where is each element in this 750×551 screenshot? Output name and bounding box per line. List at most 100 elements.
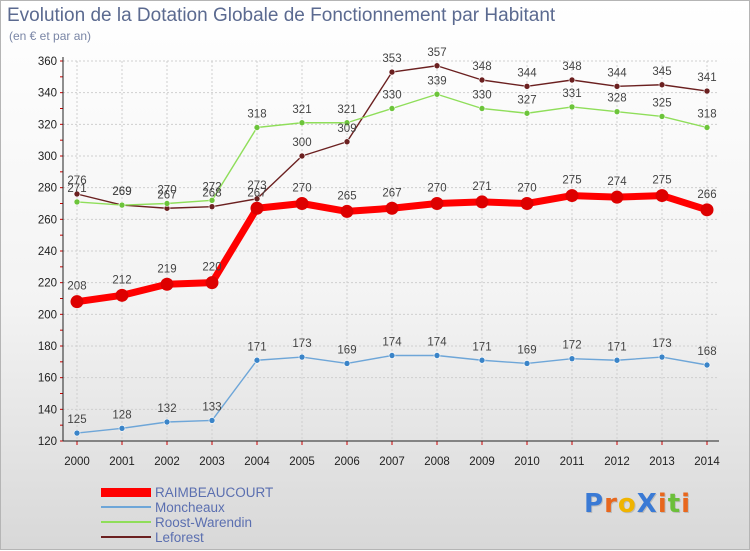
point-roost-warendin [163,200,171,207]
point-raimbeaucourt [475,195,489,209]
legend-item-raimbeaucourt: RAIMBEAUCOURT [101,485,361,500]
grid-lines [63,60,719,442]
legend-swatch [101,506,151,508]
data-label-roost-warendin: 331 [562,88,581,100]
legend-swatch [101,536,151,538]
data-label-leforest: 276 [67,175,86,187]
data-label-moncheaux: 171 [472,341,491,353]
data-label-roost-warendin: 328 [607,93,626,105]
y-tick-label: 340 [38,88,57,100]
x-tick-label: 2005 [289,456,315,468]
point-roost-warendin [523,109,531,117]
point-moncheaux [568,355,576,362]
chart-title: Evolution de la Dotation Globale de Fonc… [7,5,556,26]
point-raimbeaucourt [160,277,174,291]
chart-subtitle: (en € et par an) [9,29,92,43]
y-tick-label: 260 [38,214,57,226]
logo-letter: P [584,489,605,519]
data-label-moncheaux: 133 [202,401,221,413]
point-roost-warendin [343,119,351,127]
x-tick-label: 2011 [560,456,585,468]
data-label-roost-warendin: 330 [472,90,491,102]
data-label-raimbeaucourt: 267 [382,187,401,199]
data-label-raimbeaucourt: 208 [67,281,86,293]
point-roost-warendin [613,108,621,115]
axes: 120 140 160 180 200 220 240 260 280 300 320 340 360 2… [38,56,721,468]
point-leforest [658,81,666,89]
y-tick-label: 240 [38,246,57,258]
logo-letter: i [681,489,692,519]
logo-letter: X [636,489,658,519]
point-moncheaux [163,418,171,426]
y-tick-label: 200 [38,309,57,321]
legend-label: Leforest [155,530,204,545]
legend-item-moncheaux: Moncheaux [101,500,361,515]
point-moncheaux [388,352,396,359]
y-tick-label: 320 [38,119,57,131]
point-raimbeaucourt [295,197,309,210]
point-roost-warendin [478,105,486,112]
y-tick-label: 180 [38,341,57,353]
data-label-raimbeaucourt: 212 [112,274,131,286]
data-label-moncheaux: 125 [67,414,86,426]
point-moncheaux [703,361,711,369]
point-leforest [298,152,306,160]
point-leforest [343,138,351,146]
point-raimbeaucourt [340,204,354,218]
data-label-moncheaux: 172 [562,340,581,352]
data-label-roost-warendin: 327 [517,94,536,106]
point-raimbeaucourt [115,288,129,302]
data-label-moncheaux: 169 [517,344,536,356]
x-tick-label: 2001 [109,456,135,468]
legend-label: Roost-Warendin [155,515,253,530]
data-label-leforest: 353 [382,53,401,65]
point-roost-warendin [208,197,216,204]
data-label-leforest: 348 [562,61,581,73]
y-tick-label: 220 [38,278,57,290]
point-moncheaux [73,429,81,437]
data-label-leforest: 345 [652,66,671,78]
data-labels: 276 269 267 268 273 300 309 353 357 348 344 348 344 3… [67,47,716,426]
data-label-moncheaux: 168 [697,346,716,358]
x-tick-label: 2003 [199,456,225,468]
data-label-raimbeaucourt: 275 [562,175,581,187]
data-label-raimbeaucourt: 267 [247,187,266,199]
point-moncheaux [343,360,351,367]
point-leforest [703,87,711,95]
point-roost-warendin [433,90,441,98]
x-tick-label: 2008 [424,456,450,468]
point-roost-warendin [253,124,261,131]
data-label-leforest: 357 [427,47,446,59]
data-label-roost-warendin: 269 [112,186,131,198]
point-raimbeaucourt [655,189,669,203]
data-label-roost-warendin: 330 [382,90,401,102]
data-label-leforest: 273 [247,180,266,192]
point-roost-warendin [703,124,711,131]
point-moncheaux [658,353,666,361]
data-label-roost-warendin: 321 [292,104,311,116]
data-label-raimbeaucourt: 270 [427,183,446,195]
x-tick-label: 2002 [154,456,180,468]
y-tick-label: 140 [38,404,57,416]
data-label-moncheaux: 173 [652,338,671,350]
point-moncheaux [118,425,126,432]
point-leforest [478,76,486,84]
point-roost-warendin [73,198,81,206]
point-moncheaux [298,353,306,361]
y-tick-label: 280 [38,183,57,195]
data-label-leforest: 268 [202,188,221,200]
series-lines [70,62,714,437]
data-label-raimbeaucourt: 270 [517,183,536,195]
x-tick-label: 2006 [334,456,360,468]
x-tick-label: 2000 [64,456,90,468]
data-label-leforest: 267 [157,189,176,201]
data-label-raimbeaucourt: 275 [652,175,671,187]
point-raimbeaucourt [700,203,714,217]
point-raimbeaucourt [250,201,264,215]
data-label-moncheaux: 171 [607,341,626,353]
data-label-raimbeaucourt: 271 [472,181,491,193]
point-leforest [208,203,216,210]
point-roost-warendin [118,201,126,209]
data-label-leforest: 341 [697,72,716,84]
